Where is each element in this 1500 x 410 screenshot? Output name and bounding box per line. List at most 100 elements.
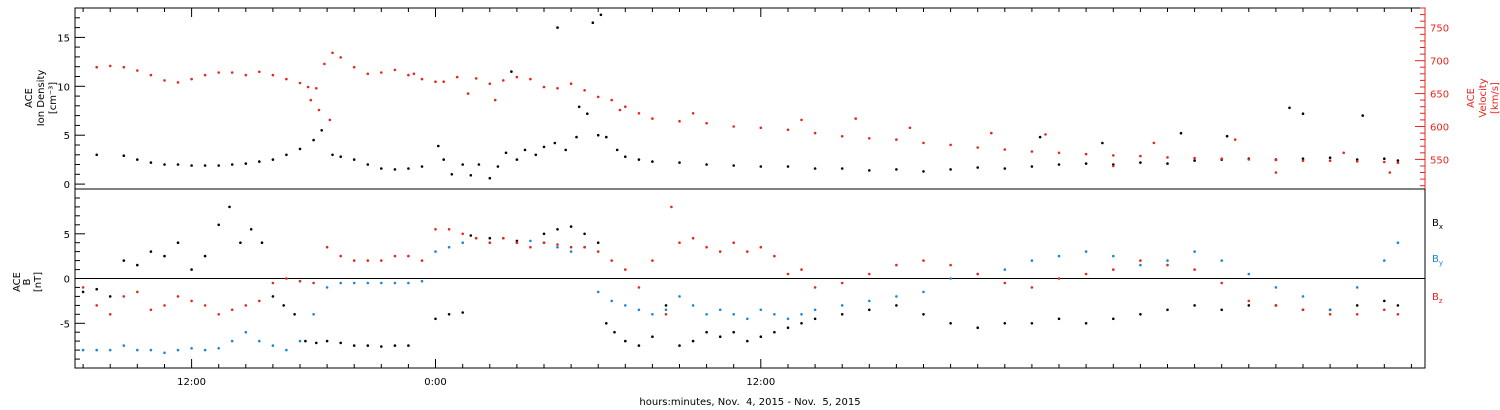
ion-density-point bbox=[298, 147, 302, 151]
ion-density-point bbox=[510, 70, 513, 73]
velocity-point bbox=[331, 51, 334, 55]
bx-point bbox=[407, 344, 410, 347]
bx-point bbox=[325, 339, 329, 343]
velocity-point bbox=[569, 82, 573, 85]
bx-point bbox=[800, 322, 803, 325]
ion-density-point bbox=[477, 163, 481, 166]
density-tick-label: 15 bbox=[57, 33, 70, 44]
bz-point bbox=[773, 254, 776, 258]
x-tick-label: 0:00 bbox=[424, 377, 446, 388]
velocity-point bbox=[328, 118, 332, 122]
by-point bbox=[1328, 308, 1332, 312]
by-point bbox=[556, 245, 559, 249]
by-point bbox=[136, 348, 139, 352]
bz-point bbox=[624, 268, 627, 271]
bz-point bbox=[840, 281, 844, 285]
by-point bbox=[651, 313, 654, 316]
bx-point bbox=[315, 341, 318, 345]
velocity-point bbox=[203, 73, 207, 77]
velocity-point bbox=[317, 108, 321, 112]
ion-density-point bbox=[1225, 134, 1229, 138]
ion-density-point bbox=[496, 165, 500, 168]
bz-point bbox=[813, 286, 817, 289]
velocity-point bbox=[163, 79, 166, 82]
by-point bbox=[1383, 259, 1386, 262]
velocity-point bbox=[306, 85, 310, 89]
bz-point bbox=[190, 299, 193, 303]
by-point bbox=[1355, 286, 1359, 289]
velocity-point bbox=[1193, 156, 1196, 160]
by-point bbox=[461, 241, 465, 244]
bx-point bbox=[149, 250, 153, 253]
by-point bbox=[569, 250, 573, 253]
bx-point bbox=[813, 317, 817, 321]
bz-point bbox=[786, 272, 790, 276]
velocity-point bbox=[217, 71, 220, 74]
velocity-point bbox=[108, 64, 112, 68]
bx-point bbox=[605, 322, 608, 325]
bz-point bbox=[108, 313, 112, 316]
bz-point bbox=[1003, 281, 1007, 285]
bx-point bbox=[1396, 304, 1400, 307]
bx-point bbox=[678, 344, 681, 347]
bx-point bbox=[1139, 313, 1142, 316]
velocity-point bbox=[1342, 151, 1345, 155]
bx-point bbox=[1003, 322, 1007, 325]
ion-density-point bbox=[949, 168, 952, 171]
by-point bbox=[718, 308, 722, 312]
bz-point bbox=[1030, 286, 1034, 289]
ion-density-point bbox=[1179, 131, 1183, 135]
ion-density-point bbox=[320, 129, 324, 132]
ion-density-point bbox=[1101, 141, 1104, 145]
ion-density-point bbox=[840, 167, 844, 170]
ion-density-point bbox=[1057, 163, 1061, 166]
velocity-point bbox=[442, 80, 446, 83]
velocity-point bbox=[1044, 133, 1047, 136]
bz-point bbox=[922, 259, 925, 262]
by-point bbox=[393, 281, 397, 285]
density-axis-title-line2: Ion Density bbox=[36, 70, 47, 127]
ion-density-point bbox=[523, 148, 527, 152]
b-axis-title-line1: ACE bbox=[12, 272, 23, 292]
velocity-point bbox=[854, 117, 857, 120]
bx-point bbox=[1030, 322, 1034, 325]
ion-density-point bbox=[176, 163, 180, 166]
by-point bbox=[298, 339, 302, 343]
bz-point bbox=[718, 250, 722, 253]
velocity-point bbox=[759, 126, 763, 130]
x-axis-title: hours:minutes, Nov. 4, 2015 - Nov. 5, 20… bbox=[639, 397, 860, 408]
ion-density-point bbox=[637, 158, 641, 161]
by-point bbox=[1274, 286, 1278, 289]
bz-point bbox=[407, 254, 410, 258]
velocity-point bbox=[583, 89, 586, 92]
bx-point bbox=[1166, 308, 1169, 312]
x-tick-label: 12:00 bbox=[177, 377, 206, 388]
velocity-tick-label: 600 bbox=[1430, 123, 1449, 134]
ion-density-point bbox=[922, 170, 925, 173]
by-point bbox=[325, 286, 329, 289]
legend-bz: Bz bbox=[1432, 292, 1443, 305]
ion-density-point bbox=[285, 153, 288, 157]
bx-point bbox=[304, 339, 307, 343]
b-tick-label: 5 bbox=[64, 230, 70, 241]
density-axis-title-line3: [cm⁻³] bbox=[48, 82, 59, 114]
ion-density-point bbox=[149, 161, 153, 164]
bz-point bbox=[1301, 308, 1305, 312]
by-point bbox=[217, 347, 220, 350]
bx-point bbox=[569, 225, 573, 228]
bz-point bbox=[542, 241, 546, 244]
by-point bbox=[1396, 241, 1400, 244]
velocity-point bbox=[1139, 154, 1142, 158]
by-point bbox=[610, 299, 613, 303]
bx-point bbox=[583, 232, 586, 236]
ion-density-point bbox=[461, 163, 465, 166]
bx-point bbox=[81, 290, 85, 294]
by-point bbox=[840, 304, 844, 307]
bx-point bbox=[515, 239, 519, 243]
by-point bbox=[705, 313, 708, 316]
bz-point bbox=[325, 245, 329, 249]
velocity-point bbox=[813, 131, 817, 135]
bx-point bbox=[556, 228, 559, 231]
velocity-point bbox=[393, 68, 397, 72]
ion-density-point bbox=[705, 163, 708, 166]
